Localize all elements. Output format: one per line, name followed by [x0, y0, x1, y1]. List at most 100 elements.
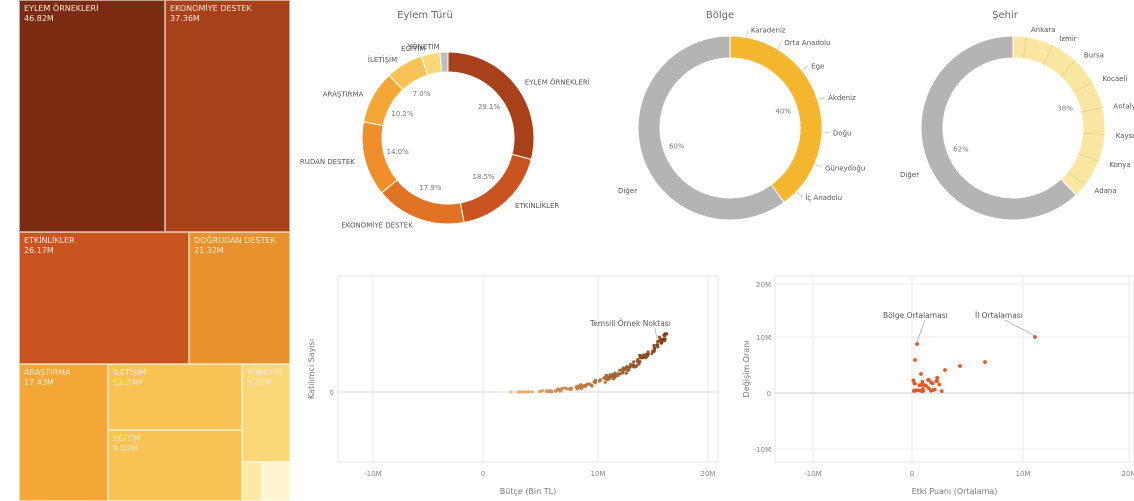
- x-tick-label: 10M: [1016, 470, 1031, 478]
- treemap-tile-eylem[interactable]: EYLEM ÖRNEKLERİ 46.82M: [19, 0, 165, 232]
- segment-divider: [1073, 81, 1093, 94]
- x-tick-label: 20M: [1122, 470, 1134, 478]
- scatter-point: [665, 332, 669, 336]
- scatter-point: [912, 381, 917, 386]
- scatter-point: [550, 390, 554, 394]
- segment-divider: [1078, 152, 1099, 162]
- callout-line: [776, 42, 782, 50]
- slice-pct-label: 18.5%: [472, 173, 495, 181]
- y-tick-label: 0: [767, 390, 771, 398]
- other-label: Diğer: [900, 171, 919, 179]
- donut-slice: [1012, 35, 1106, 196]
- treemap-tile-ekonomi[interactable]: EKONOMİYE DESTEK 37.36M: [165, 0, 290, 232]
- donut-title-2: Bölge: [705, 10, 735, 21]
- slice-pct-label: 38%: [1057, 104, 1073, 112]
- scatter-point: [632, 360, 636, 364]
- slice-pct-label: 40%: [775, 108, 791, 116]
- scatter-point: [937, 382, 942, 387]
- treemap-tile-yonetim[interactable]: YÖNETİM 5.35M: [242, 364, 290, 462]
- scatter-point: [920, 379, 925, 384]
- scatter-point: [603, 380, 607, 384]
- scatter-point: [568, 387, 573, 392]
- scatter-point: [636, 357, 640, 362]
- x-tick-label: 10M: [591, 470, 606, 478]
- callout-label: Adana: [1095, 187, 1117, 195]
- slice-pct-label: 62%: [953, 146, 969, 154]
- treemap-tile-destek[interactable]: DOĞRUDAN DESTEK 21.32M: [189, 232, 290, 364]
- x-tick-label: 20M: [701, 470, 716, 478]
- callout-line: [801, 65, 809, 71]
- callout-label: Kocaeli: [1102, 75, 1127, 83]
- scatter-chart-impact: -10M 0 10M 20M 20M 10M 0 -10M Etki Puanı (Ortala…: [742, 275, 1134, 496]
- scatter-point: [627, 365, 632, 370]
- scatter-point: [637, 362, 641, 366]
- y-tick-label: -10M: [754, 446, 771, 454]
- scatter-point: [557, 388, 562, 392]
- donut-chart-type: 29.1% EYLEM ÖRNEKLERİ 18.5% ETKİNLİKLER 17.9…: [300, 42, 590, 229]
- donut-slice: [459, 153, 532, 224]
- scatter-point: [638, 356, 643, 360]
- scatter-point: [590, 384, 594, 388]
- scatter-point: [935, 379, 939, 383]
- scatter-point: [592, 380, 596, 384]
- donut-chart-region: 40% 60% Karadeniz Orta Anadolu Ege Akdeniz Doğ…: [618, 27, 865, 221]
- segment-divider: [1060, 60, 1076, 77]
- callout-label: İzmir: [1059, 34, 1077, 43]
- scatter-point: [922, 383, 927, 387]
- other-label: Diğer: [618, 187, 637, 195]
- segment-divider: [1081, 106, 1103, 113]
- scatter-point: [929, 380, 934, 385]
- scatter-point: [646, 350, 650, 354]
- annotation-label: Bölge Ortalaması: [883, 311, 948, 320]
- callout-line: [814, 163, 823, 168]
- treemap-tile-egitim[interactable]: EĞİTİM 9.02M: [108, 430, 242, 501]
- y-tick-label: 0: [330, 389, 334, 397]
- y-axis-label: Katılımcı Sayısı: [307, 339, 316, 399]
- x-axis-label: Etki Puanı (Ortalama): [912, 487, 998, 496]
- treemap-tile-iletisim[interactable]: İLETİŞİM 12.24M: [108, 364, 242, 430]
- annotation-label: İl Ortalaması: [975, 311, 1023, 320]
- callout-label: Kayseri: [1116, 132, 1134, 140]
- scatter-point: [662, 333, 666, 337]
- treemap-tile-arastirma[interactable]: ARAŞTIRMA 17.43M: [19, 364, 108, 501]
- scatter-point: [926, 378, 930, 382]
- callout-line: [746, 29, 749, 38]
- scatter-point: [633, 365, 637, 369]
- x-tick-label: -10M: [364, 470, 381, 478]
- scatter-point: [939, 389, 944, 394]
- slice-pct-label: 14.0%: [387, 148, 410, 156]
- slice-label: EĞİTİM: [401, 44, 425, 53]
- scatter-point: [929, 388, 933, 393]
- donut-slice: [729, 35, 823, 204]
- slice-label: İLETİŞİM: [368, 55, 397, 64]
- segment-divider: [1067, 171, 1086, 186]
- plot-area: [774, 275, 1134, 463]
- scatter-point: [657, 335, 662, 339]
- callout-line: [817, 96, 826, 100]
- callout-label: Antalya: [1113, 102, 1134, 110]
- callout-label: Güneydoğu: [825, 164, 865, 172]
- callout-label: Doğu: [833, 129, 852, 137]
- scatter-point: [526, 390, 530, 394]
- callout-label: Bursa: [1084, 52, 1104, 60]
- tile-label: EĞİTİM 9.02M: [113, 434, 141, 453]
- scatter-point: [604, 373, 608, 378]
- scatter-point: [983, 360, 987, 364]
- tile-label: İLETİŞİM 12.24M: [113, 368, 147, 387]
- annotation-line: [916, 319, 926, 343]
- callout-label: Konya: [1109, 161, 1130, 169]
- scatter-point: [616, 374, 620, 378]
- tile-label: EKONOMİYE DESTEK 37.36M: [170, 4, 252, 23]
- treemap-tile-small-1[interactable]: [242, 462, 262, 501]
- scatter-point: [627, 368, 631, 372]
- treemap: EYLEM ÖRNEKLERİ 46.82M EKONOMİYE DESTEK 37…: [0, 0, 292, 501]
- scatter-point: [911, 378, 916, 383]
- treemap-tile-etkinlik[interactable]: ETKİNLİKLER 26.17M: [19, 232, 189, 364]
- scatter-point: [920, 389, 925, 394]
- scatter-point: [1033, 335, 1037, 339]
- x-axis-label: Bütçe (Bin TL): [500, 487, 556, 496]
- slice-pct-label: 29.1%: [478, 103, 501, 111]
- scatter-point: [652, 346, 656, 350]
- treemap-tile-small-2[interactable]: [262, 462, 290, 501]
